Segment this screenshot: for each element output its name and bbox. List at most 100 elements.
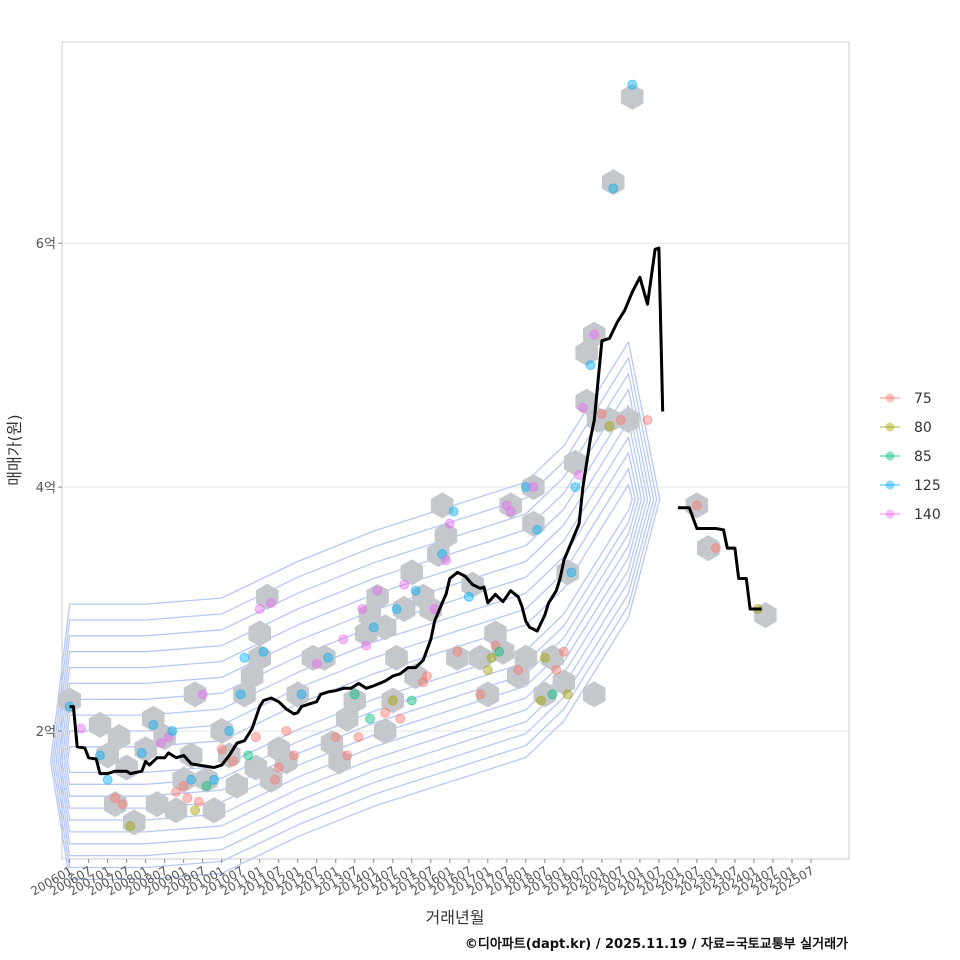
legend: 75 80 85 125 140 [880, 391, 941, 523]
point-125 [410, 585, 421, 596]
hexbin [533, 681, 557, 708]
hexbin [522, 510, 545, 537]
legend-key-dot [885, 509, 895, 519]
hexbin [598, 407, 621, 433]
legend-key-dot [885, 393, 895, 403]
point-80 [387, 695, 398, 706]
hexbin [564, 449, 587, 476]
point-75 [216, 744, 227, 755]
legend-label: 75 [914, 391, 932, 407]
point-80 [125, 821, 136, 832]
point-75 [171, 786, 182, 797]
hexbin [286, 681, 309, 708]
hexbin [430, 492, 454, 519]
point-85 [547, 689, 558, 700]
point-125 [566, 567, 577, 578]
point-125 [520, 482, 531, 493]
hexbin [602, 169, 625, 196]
y-axis-ticks: 2억 4억 6억 [36, 237, 62, 740]
point-140 [266, 597, 277, 608]
legend-key-dot [885, 480, 895, 490]
point-75 [615, 415, 626, 426]
hexbin [400, 559, 423, 586]
density-contour [55, 388, 652, 845]
hexbin [522, 474, 545, 501]
hexbin [96, 742, 119, 769]
hexbin [142, 705, 165, 732]
point-125 [136, 747, 147, 758]
point-85 [349, 689, 360, 700]
hexbin [392, 596, 416, 622]
point-140 [338, 634, 349, 645]
hexbin [248, 620, 271, 647]
hexbin [446, 644, 469, 671]
point-85 [243, 750, 254, 761]
legend-key-dot [885, 422, 895, 432]
point-125 [209, 774, 220, 785]
point-125 [532, 524, 543, 535]
point-125 [627, 79, 638, 90]
point-140 [577, 402, 588, 413]
hexbin [172, 766, 195, 793]
legend-label: 80 [914, 420, 932, 436]
point-75 [182, 793, 193, 804]
hexbin [104, 791, 127, 818]
trend-line-segment [69, 246, 665, 776]
hexbin [202, 797, 226, 824]
point-125 [239, 652, 250, 663]
point-75 [475, 689, 486, 700]
point-125 [102, 774, 113, 785]
legend-label: 125 [914, 478, 941, 494]
point-75 [380, 707, 391, 718]
point-75 [250, 732, 261, 743]
hexbin [552, 669, 576, 696]
legend-key-dot [885, 451, 895, 461]
point-125 [368, 622, 379, 633]
hexbin [404, 663, 427, 690]
point-80 [604, 421, 615, 432]
point-75 [110, 793, 121, 804]
trend-line-segment [677, 506, 762, 611]
point-75 [342, 750, 353, 761]
point-140 [440, 555, 451, 566]
density-contour [63, 452, 640, 797]
point-140 [528, 482, 539, 493]
point-85 [201, 780, 212, 791]
hexbin [499, 492, 522, 519]
point-125 [570, 482, 581, 493]
point-80 [562, 689, 573, 700]
chart-caption: ©디아파트(dapt.kr) / 2025.11.19 / 자료=국토교통부 실… [465, 936, 848, 952]
point-140 [372, 585, 383, 596]
point-75 [513, 664, 524, 675]
hexbin [583, 321, 606, 348]
hexbin [385, 644, 408, 671]
point-80 [482, 664, 493, 675]
hexbin [248, 644, 271, 671]
point-140 [76, 723, 87, 734]
hexbin [107, 724, 131, 751]
hexbin [434, 522, 458, 549]
hexbin [195, 766, 218, 793]
point-140 [361, 640, 372, 651]
point-125 [258, 646, 269, 657]
point-125 [463, 591, 474, 602]
point-75 [452, 646, 463, 657]
point-75 [691, 500, 702, 511]
point-140 [254, 604, 265, 615]
point-140 [155, 738, 166, 749]
y-axis-title: 매매가(원) [5, 414, 24, 485]
hexbin [328, 748, 351, 775]
point-125 [148, 719, 159, 730]
density-contour [57, 404, 649, 833]
point-140 [574, 469, 585, 480]
y-tick-label: 6억 [36, 237, 56, 252]
point-85 [494, 646, 505, 657]
point-75 [395, 713, 406, 724]
hexbin [153, 724, 176, 751]
hexbin [514, 644, 538, 671]
point-140 [589, 329, 600, 340]
hexbin [366, 583, 389, 610]
hexbin [491, 638, 515, 665]
point-125 [224, 725, 235, 736]
